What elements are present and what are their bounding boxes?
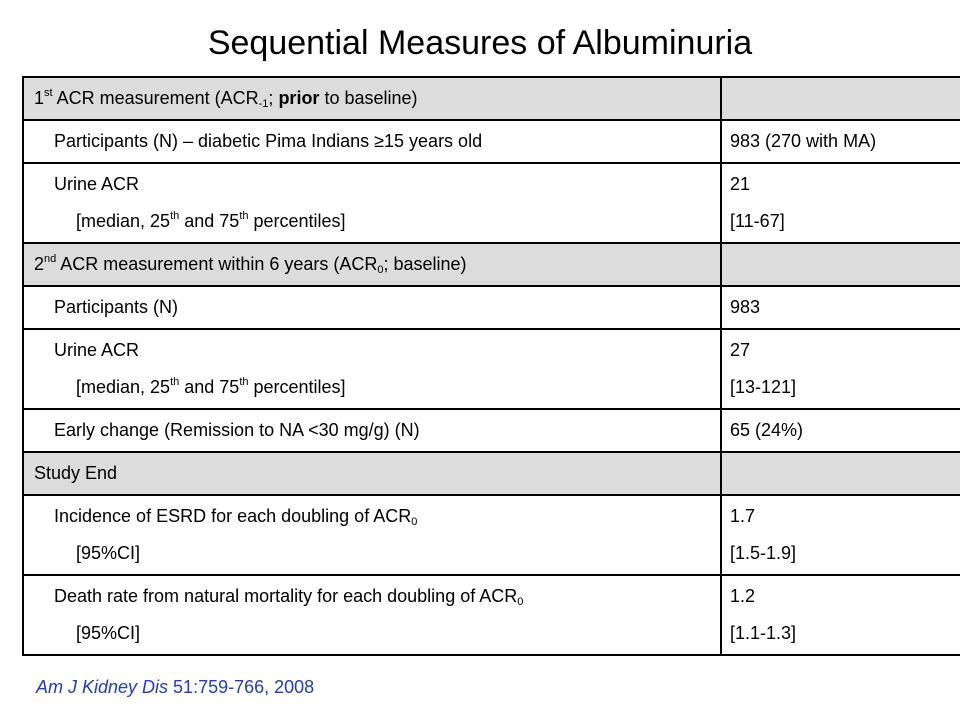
text-segment: [median, 25 <box>76 211 171 231</box>
section-row-second-acr: 2nd ACR measurement within 6 years (ACR0… <box>22 242 960 287</box>
superscript: th <box>170 210 180 222</box>
text-segment: 1 <box>34 88 45 108</box>
label-line: [95%CI] <box>76 543 141 563</box>
table-row: Participants (N) 983 <box>22 285 960 330</box>
label-line: Incidence of ESRD for each doubling of A… <box>24 498 720 535</box>
subscript: 0 <box>377 264 384 276</box>
label-line: [median, 25th and 75th percentiles] <box>24 369 720 406</box>
section-value-cell <box>720 242 960 287</box>
value-line: [11-67] <box>730 211 785 231</box>
subscript: -1 <box>258 98 269 110</box>
value-line: [1.5-1.9] <box>730 543 797 563</box>
row-label: Participants (N) – diabetic Pima Indians… <box>22 119 722 164</box>
table-row: Participants (N) – diabetic Pima Indians… <box>22 119 960 164</box>
bold-text: prior <box>278 88 320 108</box>
row-value: 983 <box>720 285 960 330</box>
text-segment: percentiles] <box>248 211 346 231</box>
table-row: Urine ACR [median, 25th and 75th percent… <box>22 328 960 410</box>
text-segment: and 75 <box>179 211 240 231</box>
table-row: Death rate from natural mortality for ea… <box>22 574 960 656</box>
label-line: [95%CI] <box>76 623 141 643</box>
superscript: nd <box>44 253 57 265</box>
row-value: 1.2 [1.1-1.3] <box>720 574 960 656</box>
label-line: Urine ACR <box>54 340 140 360</box>
label-text: Participants (N) – diabetic Pima Indians… <box>54 131 483 151</box>
section-label: 1st ACR measurement (ACR-1; prior to bas… <box>22 76 722 121</box>
label-text: Early change (Remission to NA <30 mg/g) … <box>54 420 420 440</box>
table-row: Urine ACR [median, 25th and 75th percent… <box>22 162 960 244</box>
text-segment: ACR measurement within 6 years (ACR <box>56 254 378 274</box>
row-label: Participants (N) <box>22 285 722 330</box>
section-value-cell <box>720 451 960 496</box>
value-line: 27 <box>730 340 751 360</box>
text-segment: ; <box>268 88 279 108</box>
superscript: th <box>170 376 180 388</box>
label-line: [median, 25th and 75th percentiles] <box>24 203 720 240</box>
text-segment: 2 <box>34 254 45 274</box>
albuminuria-table: 1st ACR measurement (ACR-1; prior to bas… <box>22 76 960 656</box>
text-segment: ACR measurement (ACR <box>52 88 259 108</box>
value-line: 1.7 <box>730 506 756 526</box>
row-label: Urine ACR [median, 25th and 75th percent… <box>22 328 722 410</box>
label-line: Urine ACR <box>54 174 140 194</box>
superscript: st <box>44 87 53 99</box>
row-label: Incidence of ESRD for each doubling of A… <box>22 494 722 576</box>
value-line: [1.1-1.3] <box>730 623 797 643</box>
row-value: 27 [13-121] <box>720 328 960 410</box>
citation: Am J Kidney Dis 51:759-766, 2008 <box>36 672 314 702</box>
row-label: Death rate from natural mortality for ea… <box>22 574 722 656</box>
superscript: th <box>239 376 249 388</box>
text-segment: [median, 25 <box>76 377 171 397</box>
slide-title: Sequential Measures of Albuminuria <box>207 24 753 62</box>
table-row: Early change (Remission to NA <30 mg/g) … <box>22 408 960 453</box>
table-row: Incidence of ESRD for each doubling of A… <box>22 494 960 576</box>
value-line: 21 <box>730 174 751 194</box>
citation-reference: 51:759-766, 2008 <box>168 677 315 697</box>
value-line: [13-121] <box>730 377 797 397</box>
row-label: Urine ACR [median, 25th and 75th percent… <box>22 162 722 244</box>
citation-journal: Am J Kidney Dis <box>36 677 169 697</box>
row-label: Early change (Remission to NA <30 mg/g) … <box>22 408 722 453</box>
label-line: Death rate from natural mortality for ea… <box>24 578 720 615</box>
section-label: 2nd ACR measurement within 6 years (ACR0… <box>22 242 722 287</box>
section-row-study-end: Study End <box>22 451 960 496</box>
value-line: 1.2 <box>730 586 756 606</box>
row-value: 983 (270 with MA) <box>720 119 960 164</box>
text-segment: ; baseline) <box>383 254 467 274</box>
text-segment: Incidence of ESRD for each doubling of A… <box>54 506 412 526</box>
text-segment: Death rate from natural mortality for ea… <box>54 586 518 606</box>
subscript: 0 <box>517 596 524 608</box>
label-text: Participants (N) <box>54 297 179 317</box>
text-segment: to baseline) <box>319 88 418 108</box>
subscript: 0 <box>411 516 418 528</box>
text-segment: and 75 <box>179 377 240 397</box>
section-value-cell <box>720 76 960 121</box>
superscript: th <box>239 210 249 222</box>
row-value: 21 [11-67] <box>720 162 960 244</box>
section-label: Study End <box>22 451 722 496</box>
section-row-first-acr: 1st ACR measurement (ACR-1; prior to bas… <box>22 76 960 121</box>
row-value: 1.7 [1.5-1.9] <box>720 494 960 576</box>
row-value: 65 (24%) <box>720 408 960 453</box>
text-segment: percentiles] <box>248 377 346 397</box>
